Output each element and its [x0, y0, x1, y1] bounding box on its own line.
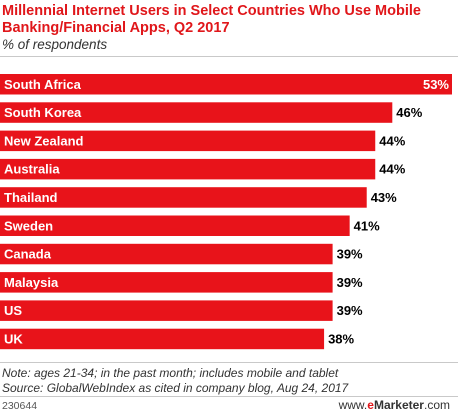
- category-label-malaysia: Malaysia: [4, 275, 59, 290]
- category-label-canada: Canada: [4, 247, 52, 262]
- note-text: Note: ages 21-34; in the past month; inc…: [2, 366, 339, 380]
- category-label-south-korea: South Korea: [4, 105, 82, 120]
- value-label-thailand: 43%: [371, 190, 397, 205]
- value-label-us: 39%: [337, 303, 363, 318]
- value-label-canada: 39%: [337, 247, 363, 262]
- bar-south-korea: [0, 102, 393, 123]
- source-text: Source: GlobalWebIndex as cited in compa…: [2, 380, 349, 395]
- category-label-us: US: [4, 303, 22, 318]
- brand-name: Marketer: [373, 398, 424, 412]
- bar-malaysia: [0, 272, 333, 293]
- bar-thailand: [0, 187, 367, 208]
- bar-chart: South Africa 53% South Korea 46% New Zealand…: [0, 74, 452, 350]
- category-label-thailand: Thailand: [4, 190, 58, 205]
- brand-e: e: [367, 398, 374, 412]
- chart-subtitle: % of respondents: [2, 37, 108, 52]
- bar-canada: [0, 243, 333, 265]
- category-label-uk: UK: [4, 331, 23, 346]
- brand-suffix: .com: [423, 398, 450, 412]
- bar-us: [0, 300, 333, 321]
- bottom-divider: [0, 362, 458, 363]
- value-label-malaysia: 39%: [337, 275, 363, 290]
- value-label-australia: 44%: [379, 162, 405, 177]
- brand-logo[interactable]: www.eMarketer.com: [339, 398, 450, 412]
- value-label-south-africa: 53%: [423, 77, 449, 92]
- bar-south-africa: [0, 74, 452, 95]
- bar-uk: [0, 328, 325, 350]
- category-label-sweden: Sweden: [4, 218, 53, 233]
- chart-footnote: Note: ages 21-34; in the past month; inc…: [2, 366, 456, 395]
- brand-prefix: www.: [338, 398, 368, 412]
- value-label-sweden: 41%: [354, 218, 380, 233]
- top-divider: [0, 56, 458, 57]
- value-label-uk: 38%: [328, 331, 354, 346]
- category-label-new-zealand: New Zealand: [4, 133, 84, 148]
- category-label-australia: Australia: [4, 162, 60, 177]
- footer-divider: [0, 396, 458, 397]
- bar-sweden: [0, 215, 350, 236]
- chart-title: Millennial Internet Users in Select Coun…: [2, 3, 421, 36]
- bar-australia: [0, 158, 376, 180]
- value-label-south-korea: 46%: [396, 105, 422, 120]
- value-label-new-zealand: 44%: [379, 133, 405, 148]
- bar-new-zealand: [0, 130, 376, 152]
- category-label-south-africa: South Africa: [4, 77, 82, 92]
- chart-id: 230644: [2, 400, 38, 412]
